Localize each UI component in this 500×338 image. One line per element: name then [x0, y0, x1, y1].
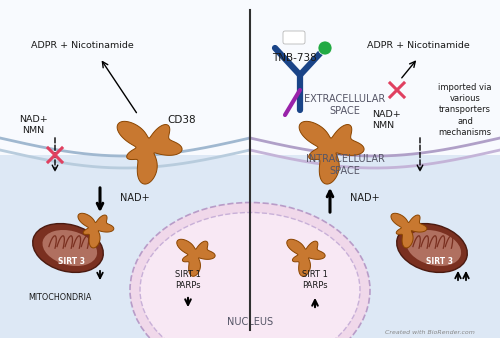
Text: EXTRACELLULAR
SPACE: EXTRACELLULAR SPACE — [304, 94, 386, 116]
Text: TNB-738: TNB-738 — [272, 53, 317, 63]
Polygon shape — [391, 213, 427, 248]
Ellipse shape — [130, 202, 370, 338]
Polygon shape — [78, 213, 114, 248]
Text: ADPR + Nicotinamide: ADPR + Nicotinamide — [366, 41, 470, 49]
Polygon shape — [177, 239, 215, 276]
Bar — [0, 155, 500, 338]
Text: Created with BioRender.com: Created with BioRender.com — [385, 331, 475, 336]
FancyBboxPatch shape — [283, 31, 305, 44]
Text: NAD+
NMN: NAD+ NMN — [372, 110, 401, 130]
Text: MITOCHONDRIA: MITOCHONDRIA — [28, 293, 92, 303]
Polygon shape — [287, 239, 325, 276]
Text: SIRT 3: SIRT 3 — [426, 258, 454, 266]
Ellipse shape — [396, 223, 468, 272]
Text: imported via
various
transporters
and
mechanisms: imported via various transporters and me… — [438, 83, 492, 137]
Text: NUCLEUS: NUCLEUS — [227, 317, 273, 327]
Bar — [0, 0, 500, 155]
Polygon shape — [117, 121, 182, 184]
Polygon shape — [299, 121, 364, 184]
Ellipse shape — [32, 223, 104, 272]
Text: ADPR + Nicotinamide: ADPR + Nicotinamide — [30, 41, 134, 49]
Text: NAD+: NAD+ — [120, 193, 150, 203]
Text: SIRT 3: SIRT 3 — [58, 258, 86, 266]
Text: INTRACELLULAR
SPACE: INTRACELLULAR SPACE — [306, 154, 384, 176]
Ellipse shape — [140, 213, 360, 338]
Text: NAD+: NAD+ — [350, 193, 380, 203]
Text: SIRT 1
PARPs: SIRT 1 PARPs — [175, 270, 201, 290]
Text: SIRT 1
PARPs: SIRT 1 PARPs — [302, 270, 328, 290]
Ellipse shape — [42, 230, 97, 266]
Text: CD38: CD38 — [168, 115, 196, 125]
Ellipse shape — [318, 41, 332, 55]
Ellipse shape — [406, 230, 461, 266]
Text: NAD+
NMN: NAD+ NMN — [18, 115, 48, 135]
